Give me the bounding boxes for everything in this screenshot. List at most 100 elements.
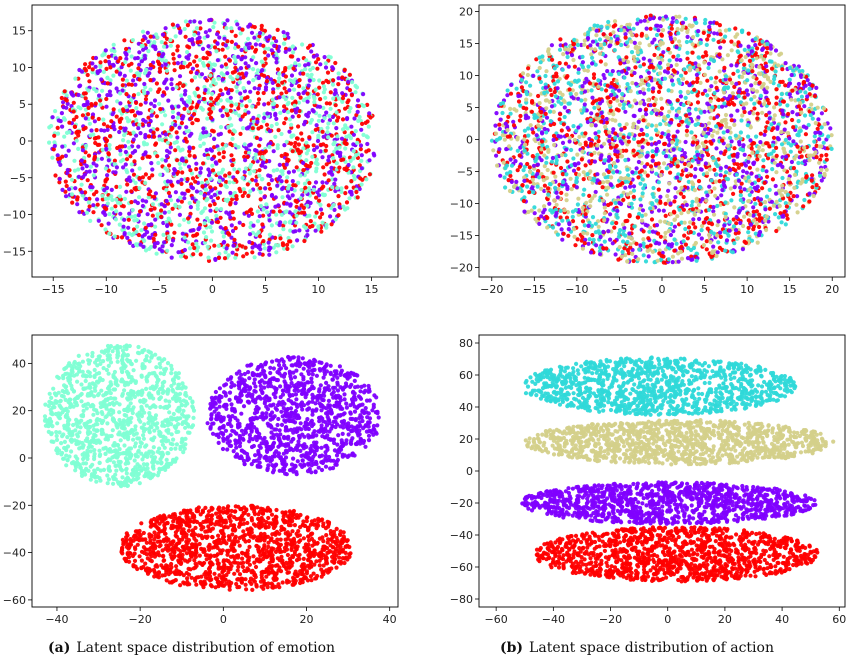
data-point bbox=[618, 228, 623, 233]
data-point bbox=[591, 72, 597, 77]
data-point bbox=[739, 118, 744, 123]
data-point bbox=[240, 126, 246, 131]
data-point bbox=[516, 99, 522, 104]
data-point bbox=[631, 54, 637, 60]
data-point bbox=[140, 198, 145, 203]
data-point bbox=[345, 100, 350, 105]
data-point bbox=[318, 142, 323, 147]
data-point bbox=[730, 91, 735, 96]
data-point bbox=[85, 72, 90, 78]
data-point bbox=[717, 69, 722, 74]
data-point bbox=[324, 110, 329, 115]
data-point bbox=[314, 145, 320, 150]
data-point bbox=[195, 232, 200, 237]
data-point bbox=[258, 197, 263, 202]
data-point bbox=[673, 195, 678, 200]
data-point bbox=[67, 130, 72, 135]
data-point bbox=[644, 112, 649, 117]
data-point bbox=[330, 185, 335, 190]
data-point bbox=[189, 131, 194, 136]
data-point bbox=[667, 109, 672, 114]
data-point bbox=[178, 254, 184, 259]
data-point bbox=[79, 190, 85, 195]
data-point bbox=[140, 234, 145, 239]
data-point bbox=[307, 78, 312, 83]
data-point bbox=[233, 255, 238, 260]
data-point bbox=[326, 203, 331, 208]
data-point bbox=[243, 55, 248, 60]
data-point bbox=[254, 61, 259, 66]
data-point bbox=[159, 40, 164, 45]
data-point bbox=[819, 125, 824, 130]
data-point bbox=[574, 79, 580, 84]
data-point bbox=[672, 217, 677, 222]
data-point bbox=[817, 160, 822, 165]
data-point bbox=[711, 244, 716, 249]
data-point bbox=[194, 63, 200, 68]
data-point bbox=[99, 156, 104, 161]
data-point bbox=[702, 21, 708, 26]
data-point bbox=[148, 207, 153, 212]
data-point bbox=[164, 187, 169, 192]
data-point bbox=[240, 193, 245, 199]
data-point bbox=[675, 98, 680, 103]
data-point bbox=[198, 105, 204, 110]
data-point bbox=[243, 158, 248, 163]
data-point bbox=[633, 170, 638, 175]
data-point bbox=[354, 189, 359, 195]
data-point bbox=[640, 145, 645, 150]
data-point bbox=[336, 71, 341, 76]
data-point bbox=[610, 221, 615, 226]
data-point bbox=[597, 37, 603, 42]
data-point bbox=[522, 195, 527, 200]
data-point bbox=[328, 106, 333, 111]
data-point bbox=[100, 193, 105, 198]
data-point bbox=[745, 123, 750, 128]
data-point bbox=[257, 251, 262, 256]
data-point bbox=[76, 146, 81, 151]
data-point bbox=[258, 137, 263, 142]
data-point bbox=[187, 153, 192, 158]
data-point bbox=[758, 71, 763, 77]
data-point bbox=[117, 222, 122, 227]
data-point bbox=[642, 170, 648, 175]
data-point bbox=[202, 240, 208, 245]
data-point bbox=[771, 117, 776, 122]
data-point bbox=[78, 106, 83, 111]
data-point bbox=[699, 236, 704, 241]
data-point bbox=[183, 88, 188, 94]
data-point bbox=[246, 36, 251, 41]
data-point bbox=[267, 218, 272, 223]
data-point bbox=[55, 131, 61, 136]
data-point bbox=[652, 260, 657, 265]
data-point bbox=[211, 77, 216, 82]
data-point bbox=[357, 186, 362, 192]
data-point bbox=[109, 187, 114, 192]
data-point bbox=[274, 60, 279, 65]
data-point bbox=[742, 109, 747, 115]
data-point bbox=[329, 165, 334, 170]
data-point bbox=[535, 171, 540, 177]
data-point bbox=[145, 230, 150, 235]
data-point bbox=[137, 209, 143, 214]
data-point bbox=[243, 245, 248, 250]
data-point bbox=[107, 89, 112, 94]
data-point bbox=[628, 190, 633, 195]
data-point bbox=[284, 152, 289, 157]
data-point bbox=[205, 116, 210, 121]
data-point bbox=[602, 211, 607, 216]
data-point bbox=[668, 120, 674, 125]
data-point bbox=[249, 162, 254, 167]
data-point bbox=[184, 129, 189, 134]
data-point bbox=[143, 132, 148, 138]
data-point bbox=[222, 256, 228, 261]
data-point bbox=[168, 179, 173, 184]
data-point bbox=[672, 36, 677, 41]
data-point bbox=[718, 150, 724, 155]
data-point bbox=[55, 156, 61, 162]
data-point bbox=[290, 114, 295, 119]
data-point bbox=[176, 250, 181, 255]
data-point bbox=[645, 173, 650, 178]
data-point bbox=[559, 227, 564, 232]
data-point bbox=[564, 198, 569, 203]
